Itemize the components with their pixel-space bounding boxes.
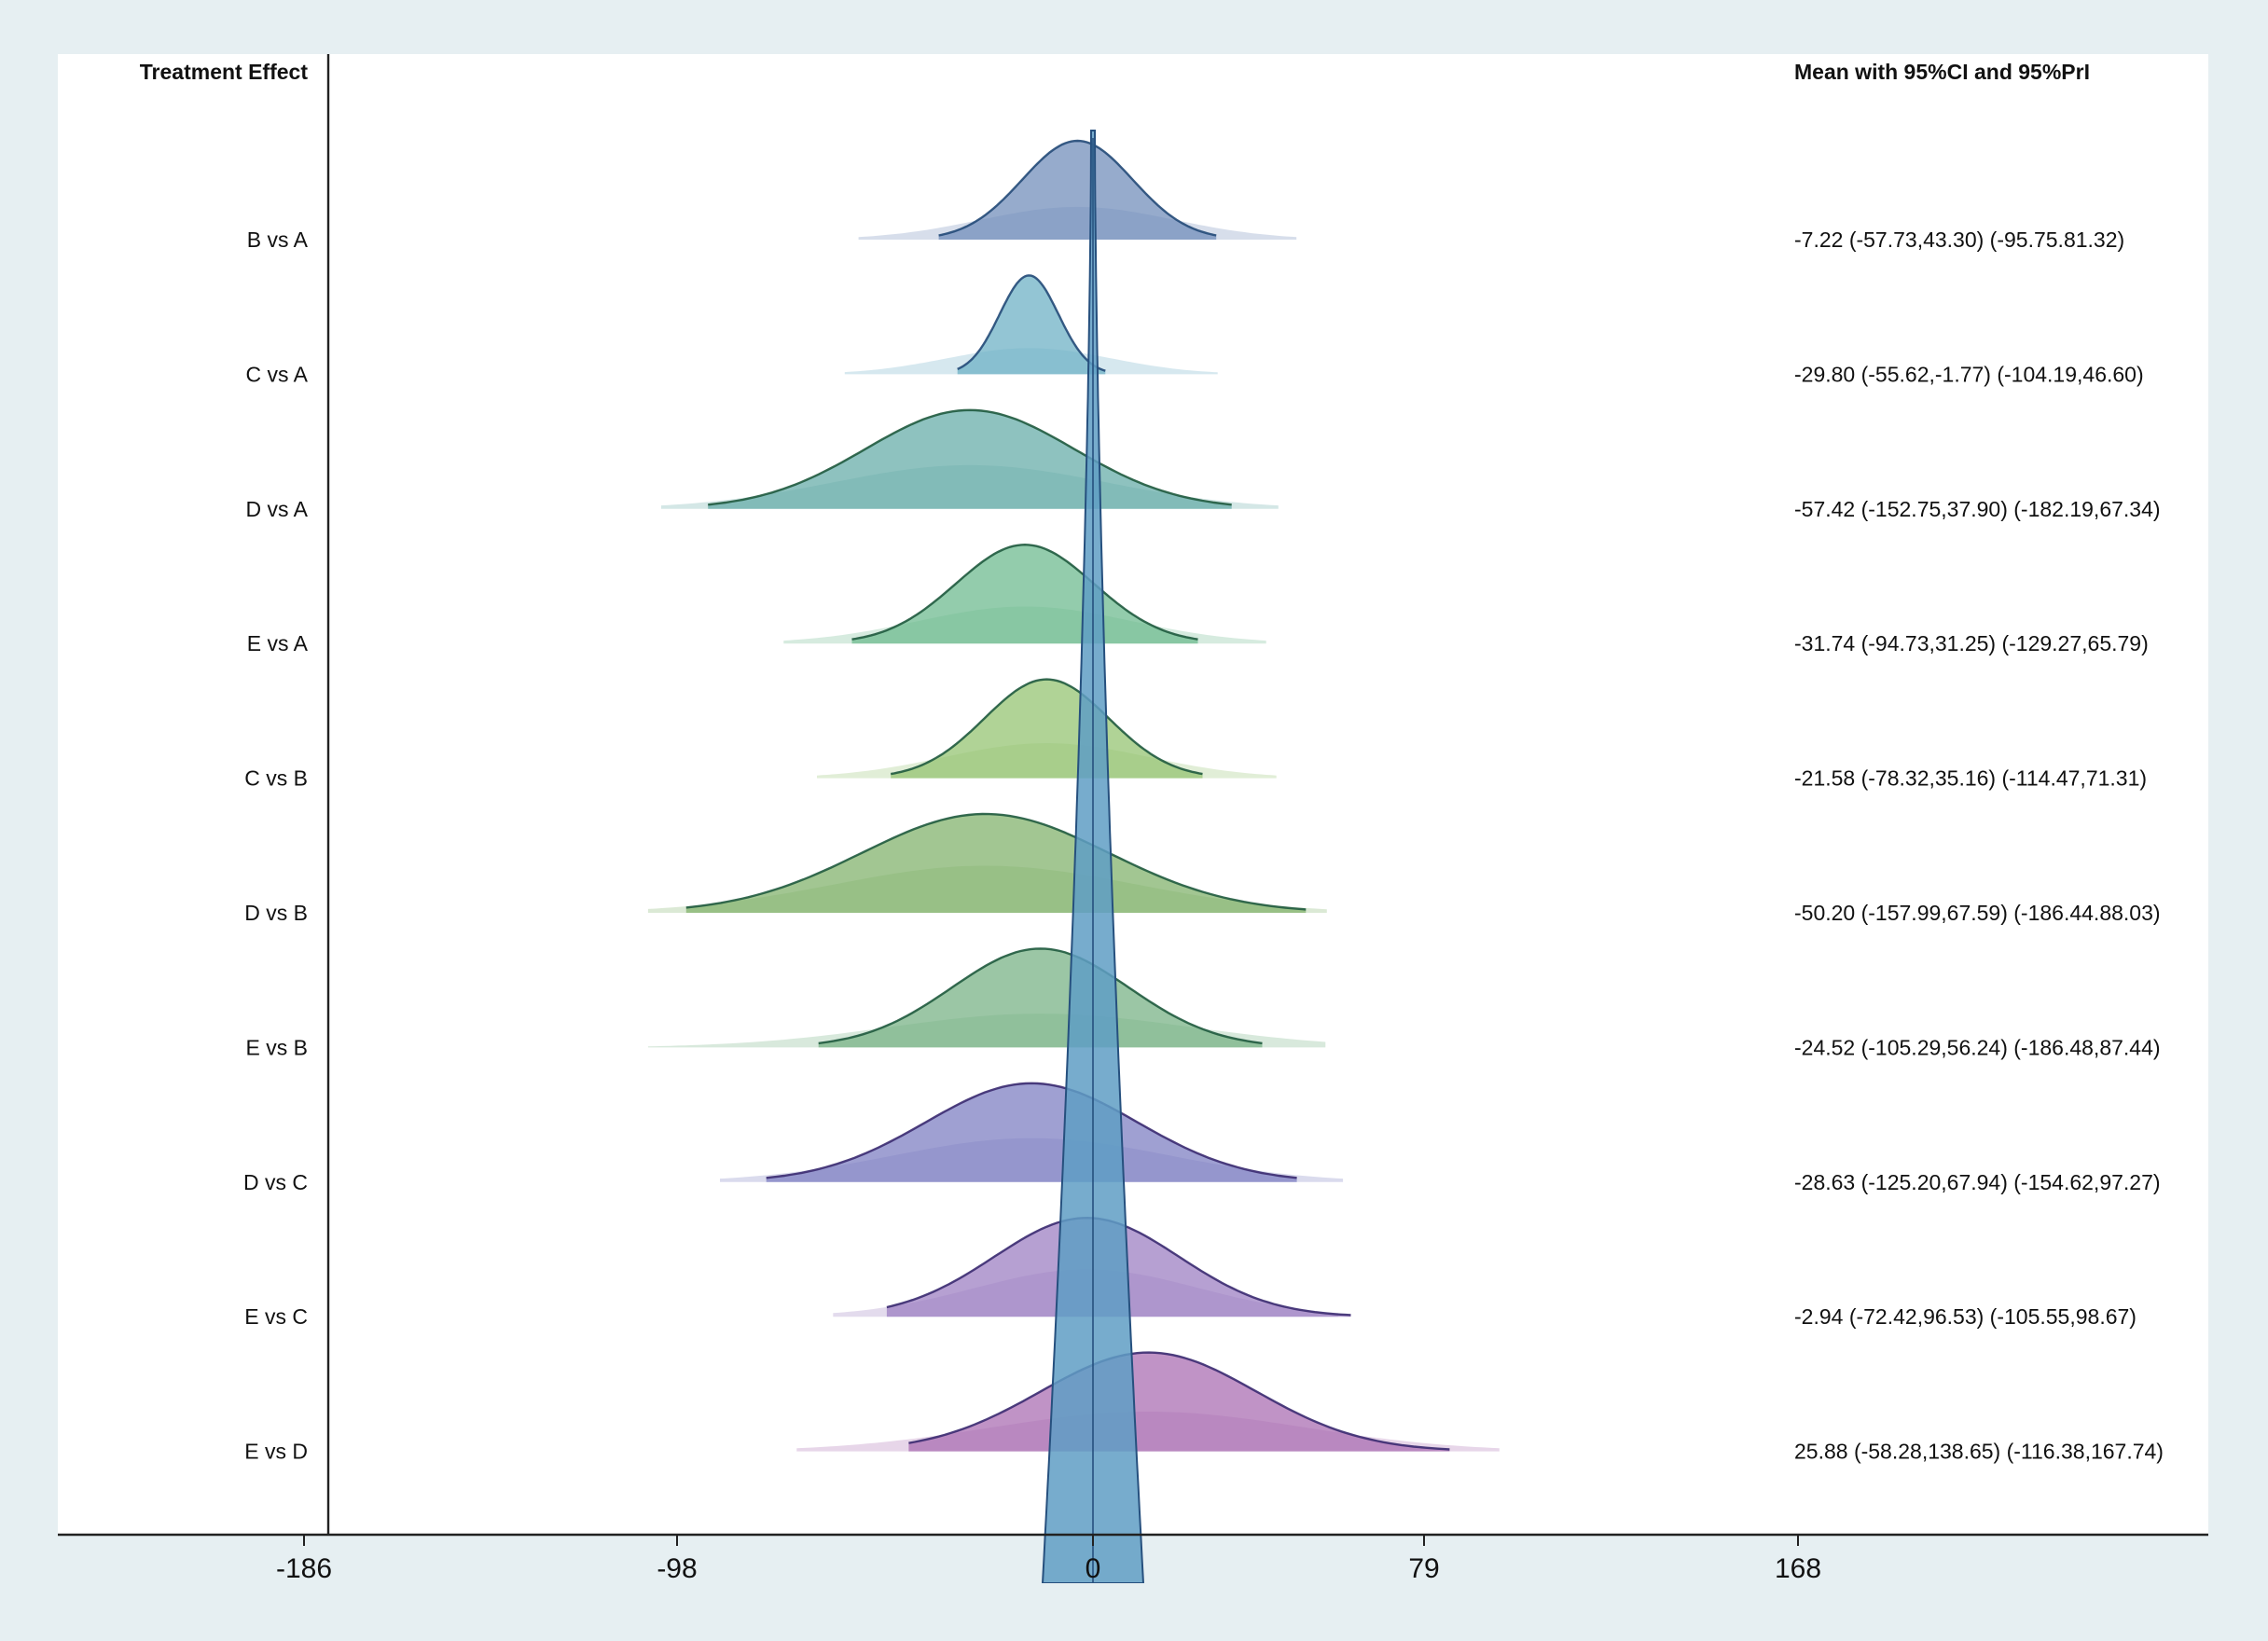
row-label: E vs A [247,631,309,655]
ridge-e-vs-b [647,947,1326,1048]
ci-outline [685,812,1307,911]
ci-density [708,409,1232,509]
x-tick-label: 168 [1775,1553,1821,1583]
ci-outline [938,139,1217,237]
row-label: D vs A [246,497,309,521]
ci-outline [851,543,1198,641]
ridgeline-chart: -186 -98 0 79 168 Treatment Effect Mean with… [58,54,2208,1583]
ci-density [818,948,1263,1048]
ridge-d-vs-a [661,408,1279,509]
left-header: Treatment Effect [140,60,309,84]
ridge-c-vs-a [844,274,1218,375]
row-summary: 25.88 (-58.28,138.65) (-116.38,167.74) [1794,1440,2164,1464]
row-summary: -50.20 (-157.99,67.59) (-186.44.88.03) [1794,901,2161,925]
ridge-d-vs-b [647,812,1327,913]
row-summary: -28.63 (-125.20,67.94) (-154.62,97.27) [1794,1170,2161,1194]
row-label: E vs B [246,1035,308,1059]
ci-density [908,1352,1450,1452]
plot-panel: -186 -98 0 79 168 Treatment Effect Mean with… [58,54,2208,1583]
reference-spike-layer [1041,130,1145,1583]
axes-layer: -186 -98 0 79 168 [58,54,2208,1583]
ci-outline [957,274,1106,372]
ci-density [766,1083,1297,1182]
ci-density [685,814,1307,913]
ci-density [891,679,1203,779]
x-tick-label: -98 [657,1553,697,1583]
row-summary: -29.80 (-55.62,-1.77) (-104.19,46.60) [1794,362,2144,386]
ci-outline [890,678,1203,776]
ridge-b-vs-a [858,139,1297,240]
labels-layer: Treatment Effect Mean with 95%CI and 95%… [140,60,2164,1464]
x-tick-label: 0 [1086,1553,1101,1583]
ci-outline [766,1082,1297,1179]
ci-density [938,141,1217,240]
row-label: B vs A [247,228,309,252]
row-label: C vs A [246,362,309,386]
row-label: E vs D [244,1440,308,1464]
x-tick-label: -186 [276,1553,332,1583]
ci-outline [818,947,1263,1045]
row-label: E vs C [244,1304,308,1329]
ci-density [851,545,1198,644]
row-summary: -2.94 (-72.42,96.53) (-105.55,98.67) [1794,1304,2137,1329]
row-summary: -31.74 (-94.73,31.25) (-129.27,65.79) [1794,631,2149,655]
ridge-d-vs-c [720,1082,1344,1182]
ci-outline [708,408,1232,506]
row-label: D vs B [244,901,308,925]
ridge-c-vs-b [817,678,1277,779]
row-summary: -57.42 (-152.75,37.90) (-182.19,67.34) [1794,497,2161,521]
right-header: Mean with 95%CI and 95%PrI [1794,60,2090,84]
ci-outline [908,1351,1450,1451]
row-label: C vs B [244,766,308,791]
ridges-layer [647,139,1500,1452]
row-summary: -21.58 (-78.32,35.16) (-114.47,71.31) [1794,766,2147,791]
ridge-e-vs-a [783,543,1266,644]
ridge-e-vs-d [796,1351,1500,1452]
ci-density [957,275,1106,375]
row-label: D vs C [243,1170,308,1194]
row-summary: -7.22 (-57.73,43.30) (-95.75.81.32) [1794,228,2124,252]
row-summary: -24.52 (-105.29,56.24) (-186.48,87.44) [1794,1035,2161,1059]
x-tick-label: 79 [1408,1553,1439,1583]
